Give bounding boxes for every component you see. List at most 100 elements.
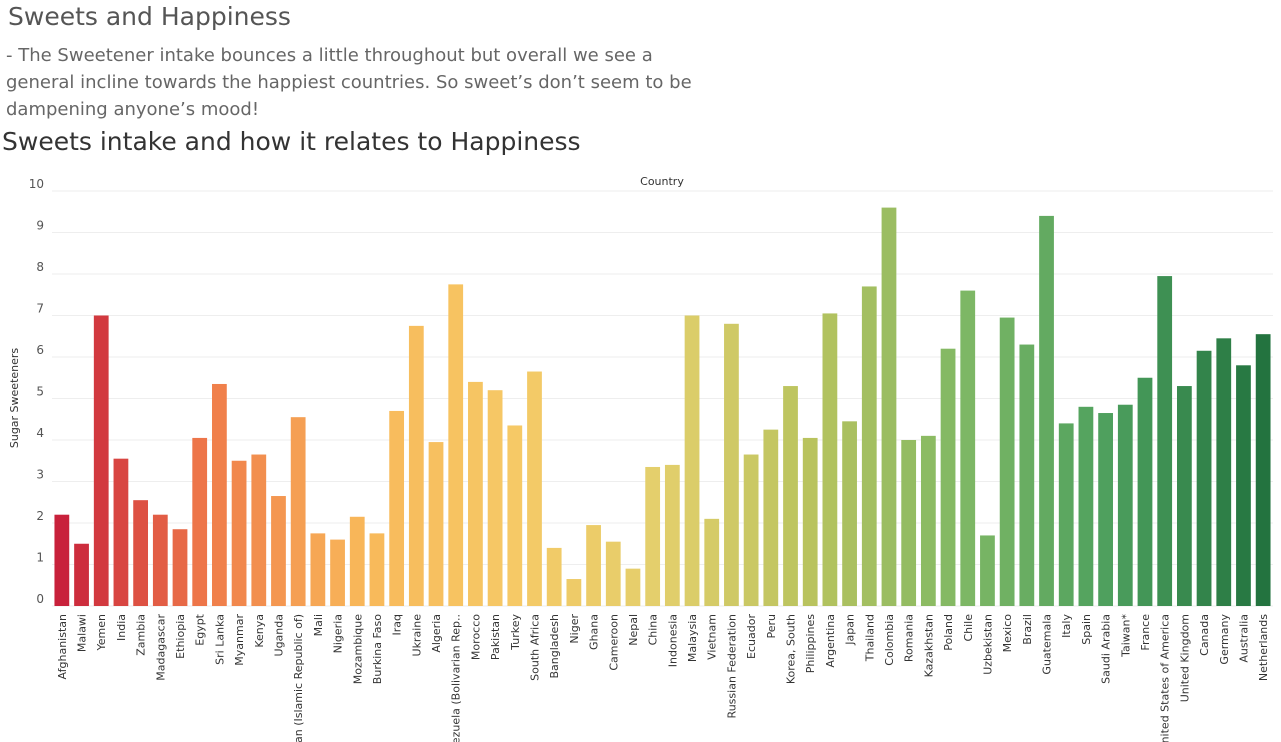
bar[interactable] xyxy=(586,525,601,606)
bar[interactable] xyxy=(920,435,936,606)
x-tick-label: Mali xyxy=(312,614,325,636)
y-tick-label: 7 xyxy=(36,302,44,316)
y-tick-label: 0 xyxy=(36,592,44,606)
y-tick-label: 5 xyxy=(36,385,44,399)
bar[interactable] xyxy=(625,568,641,606)
x-tick-label: France xyxy=(1139,614,1152,651)
bar[interactable] xyxy=(369,533,385,606)
bar[interactable] xyxy=(507,425,523,606)
x-tick-label: Saudi Arabia xyxy=(1100,614,1113,684)
bar[interactable] xyxy=(802,437,818,606)
bar[interactable] xyxy=(448,284,464,606)
bar[interactable] xyxy=(54,514,70,606)
bar[interactable] xyxy=(93,315,109,607)
bar[interactable] xyxy=(743,454,759,606)
bar[interactable] xyxy=(527,371,542,606)
y-tick-label: 3 xyxy=(36,468,44,482)
x-tick-label: Vietnam xyxy=(706,614,719,660)
bar[interactable] xyxy=(428,442,444,606)
bar[interactable] xyxy=(763,429,779,606)
x-tick-label: Russian Federation xyxy=(725,614,738,718)
x-tick-label: Malaysia xyxy=(686,614,699,662)
bar[interactable] xyxy=(783,386,798,606)
bar[interactable] xyxy=(1216,338,1232,606)
x-tick-label: India xyxy=(115,614,128,641)
bar[interactable] xyxy=(999,317,1015,606)
y-tick-label: 10 xyxy=(29,177,44,191)
x-tick-label: United States of America xyxy=(1159,614,1172,742)
bar[interactable] xyxy=(1196,350,1212,606)
bar[interactable] xyxy=(546,547,562,606)
y-tick-label: 4 xyxy=(36,426,44,440)
x-tick-label: Sri Lanka xyxy=(213,614,226,665)
bar[interactable] xyxy=(724,323,739,606)
bar[interactable] xyxy=(861,286,877,606)
bar[interactable] xyxy=(408,325,424,606)
bar[interactable] xyxy=(251,454,267,606)
bar[interactable] xyxy=(468,381,483,606)
bar[interactable] xyxy=(664,464,680,606)
bar[interactable] xyxy=(113,458,129,606)
x-tick-label: Korea, South xyxy=(785,614,798,684)
bar[interactable] xyxy=(192,437,208,606)
y-tick-label: 9 xyxy=(36,219,44,233)
x-tick-label: Myanmar xyxy=(233,614,246,666)
x-tick-label: Peru xyxy=(765,614,778,639)
bar[interactable] xyxy=(1137,377,1153,606)
bar[interactable] xyxy=(704,518,720,606)
bar[interactable] xyxy=(231,460,247,606)
bar[interactable] xyxy=(172,529,188,606)
bar[interactable] xyxy=(487,390,503,606)
x-tick-label: Cameroon xyxy=(607,614,620,671)
dashboard-title: Sweets and Happiness xyxy=(8,2,291,31)
x-tick-label: Japan xyxy=(844,614,857,646)
bar[interactable] xyxy=(881,207,897,606)
bar[interactable] xyxy=(389,410,405,606)
bar[interactable] xyxy=(1176,386,1192,606)
bar[interactable] xyxy=(330,539,345,606)
column-header: Country xyxy=(640,175,684,188)
bar[interactable] xyxy=(152,514,168,606)
x-tick-label: Poland xyxy=(942,614,955,651)
x-tick-label: Italy xyxy=(1060,614,1073,638)
x-tick-label: Pakistan xyxy=(489,614,502,660)
bar[interactable] xyxy=(980,535,995,606)
x-axis-labels: Afghanistan Malawi Yemen India Zambia Madagas… xyxy=(56,613,1270,742)
bar[interactable] xyxy=(74,543,89,606)
bar[interactable] xyxy=(901,440,917,606)
x-tick-label: Brazil xyxy=(1021,614,1034,645)
x-tick-label: Bangladesh xyxy=(548,614,561,679)
bar[interactable] xyxy=(960,290,976,606)
bar[interactable] xyxy=(1019,344,1035,606)
x-tick-label: Ecuador xyxy=(745,614,758,659)
bar[interactable] xyxy=(1117,404,1133,606)
bar[interactable] xyxy=(1058,423,1074,606)
x-tick-label: Egypt xyxy=(194,613,207,645)
bar[interactable] xyxy=(1098,413,1113,606)
bar[interactable] xyxy=(566,579,582,606)
bar[interactable] xyxy=(1157,276,1173,606)
bar[interactable] xyxy=(1078,406,1094,606)
bar[interactable] xyxy=(349,516,365,606)
x-tick-label: Kenya xyxy=(253,614,266,648)
x-tick-label: Venezuela (Bolivarian Rep.. xyxy=(450,614,463,742)
bar[interactable] xyxy=(822,313,838,606)
x-tick-label: Turkey xyxy=(509,614,522,651)
bar[interactable] xyxy=(212,383,227,606)
bar[interactable] xyxy=(940,348,956,606)
x-tick-label: Taiwan* xyxy=(1119,614,1132,658)
bar[interactable] xyxy=(1039,215,1054,606)
bar[interactable] xyxy=(310,533,326,606)
bar[interactable] xyxy=(605,541,621,606)
bar[interactable] xyxy=(271,496,286,606)
bar[interactable] xyxy=(645,466,661,606)
x-tick-label: Philippines xyxy=(804,614,817,674)
bar[interactable] xyxy=(133,500,149,606)
x-tick-label: Nigeria xyxy=(332,614,345,653)
x-tick-label: Zambia xyxy=(135,614,148,656)
bar[interactable] xyxy=(290,417,306,606)
bar[interactable] xyxy=(1236,365,1251,606)
bar[interactable] xyxy=(1255,334,1271,606)
bar[interactable] xyxy=(684,315,700,607)
bar[interactable] xyxy=(842,421,857,606)
